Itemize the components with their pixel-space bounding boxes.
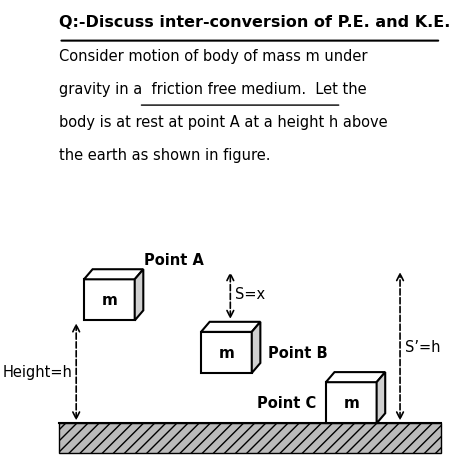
- Text: Point B: Point B: [268, 345, 328, 360]
- Bar: [326, 382, 377, 423]
- Text: Height=h: Height=h: [2, 364, 73, 380]
- Polygon shape: [252, 322, 260, 373]
- Polygon shape: [377, 372, 385, 423]
- Text: S’=h: S’=h: [405, 339, 441, 354]
- Bar: [59, 423, 441, 453]
- Text: Q:-Discuss inter-conversion of P.E. and K.E.: Q:-Discuss inter-conversion of P.E. and …: [59, 15, 450, 30]
- Text: the earth as shown in figure.: the earth as shown in figure.: [59, 148, 270, 163]
- Text: m: m: [101, 293, 117, 308]
- Text: body is at rest at point A at a height h above: body is at rest at point A at a height h…: [59, 115, 387, 130]
- Text: Point C: Point C: [257, 395, 316, 410]
- Text: Point A: Point A: [145, 252, 204, 267]
- Polygon shape: [135, 269, 143, 321]
- Text: S=x: S=x: [235, 286, 265, 301]
- Polygon shape: [326, 372, 385, 382]
- Text: m: m: [219, 345, 234, 360]
- Text: Consider motion of body of mass m under: Consider motion of body of mass m under: [59, 49, 367, 64]
- Text: gravity in a  friction free medium.  Let the: gravity in a friction free medium. Let t…: [59, 82, 366, 97]
- Bar: [84, 280, 135, 321]
- Bar: [201, 332, 252, 373]
- Text: m: m: [343, 395, 359, 410]
- Polygon shape: [84, 269, 143, 280]
- Polygon shape: [201, 322, 260, 332]
